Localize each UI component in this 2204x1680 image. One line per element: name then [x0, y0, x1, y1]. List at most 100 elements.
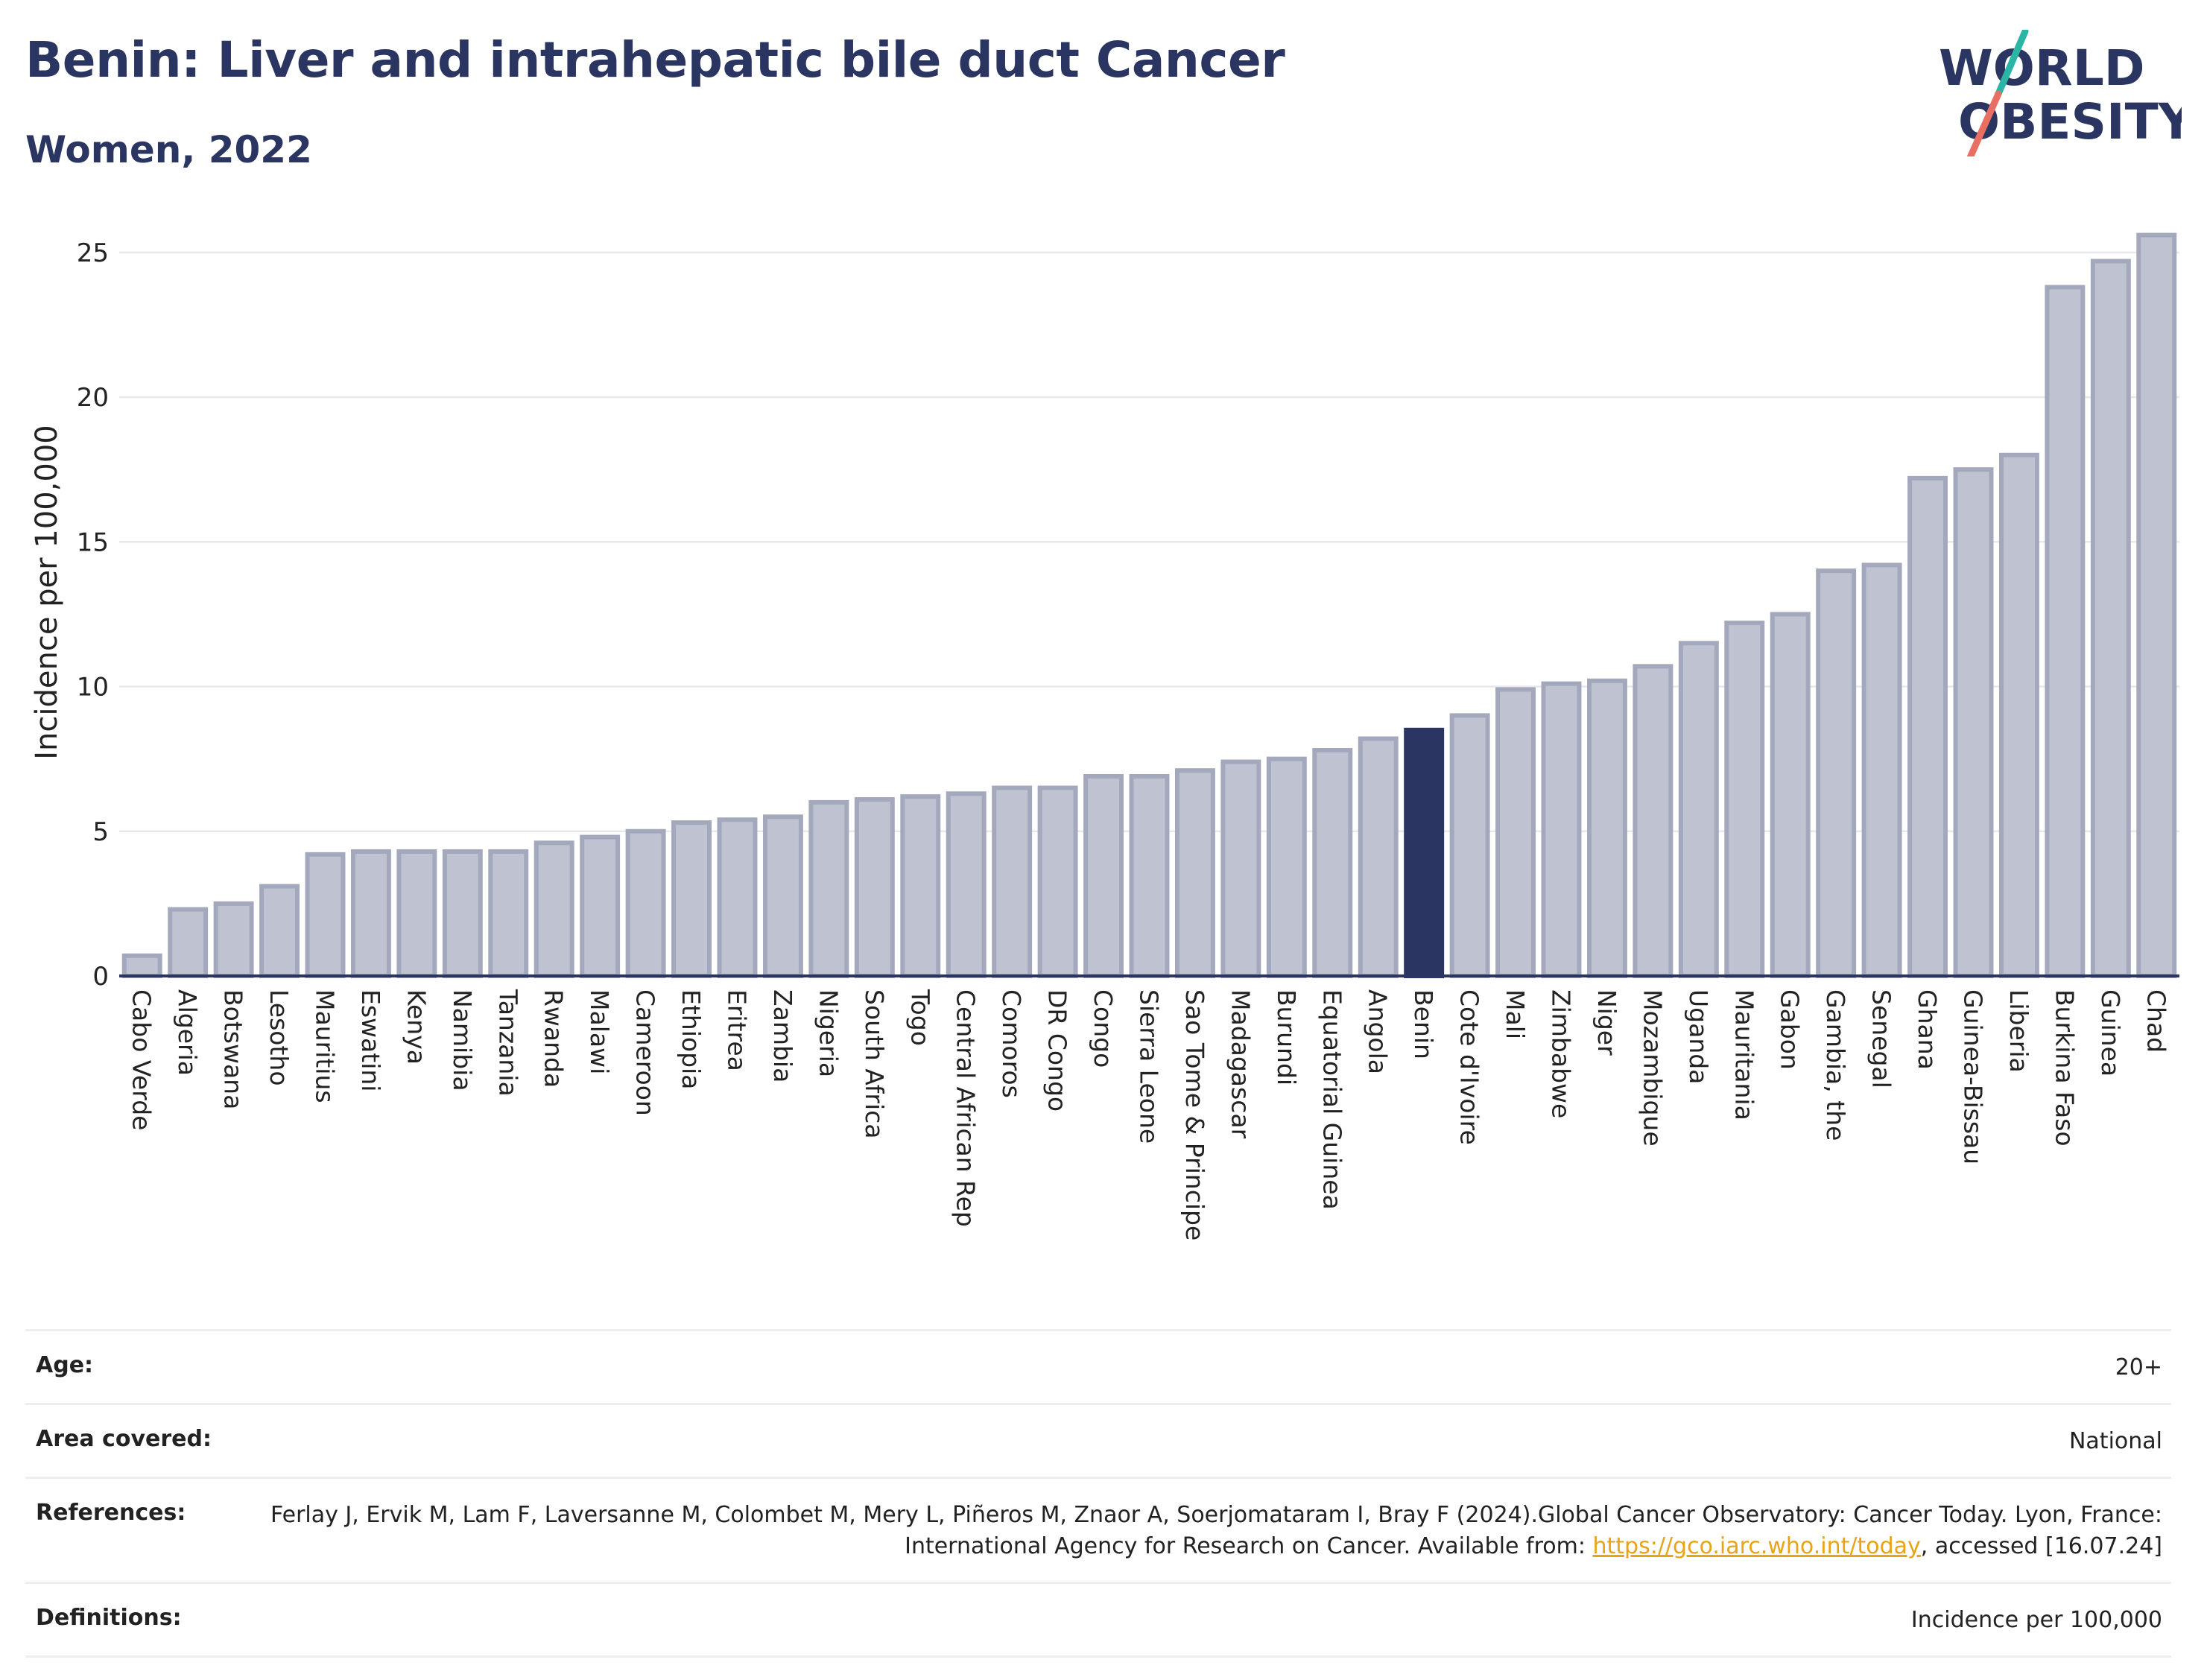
x-tick-label: Botswana	[219, 989, 248, 1109]
bar-zambia	[762, 814, 803, 979]
meta-key: Age:	[36, 1352, 94, 1378]
bar-gambia-the	[1816, 568, 1857, 978]
x-tick-label: Niger	[1592, 989, 1621, 1056]
bar-malawi	[580, 834, 621, 978]
x-tick-label: Equatorial Guinea	[1317, 989, 1346, 1210]
x-tick-label: Congo	[1089, 989, 1118, 1068]
x-tick-label: Senegal	[1867, 989, 1896, 1088]
world-obesity-logo: WORLD OBESITY	[1939, 30, 2182, 156]
chart-subtitle: Women, 2022	[25, 128, 312, 171]
bar-gabon	[1770, 612, 1811, 979]
meta-row-definitions: Definitions: Incidence per 100,000	[25, 1582, 2171, 1658]
x-tick-label: Guinea	[2096, 989, 2125, 1077]
x-tick-label: Madagascar	[1226, 989, 1255, 1139]
x-tick-label: Angola	[1364, 989, 1393, 1074]
x-tick-label: Sierra Leone	[1135, 989, 1164, 1144]
bar-burundi	[1266, 756, 1307, 979]
x-tick-label: Cameroon	[631, 989, 660, 1116]
x-tick-label: Sao Tome & Principe	[1180, 989, 1209, 1240]
meta-row-age: Age: 20+	[25, 1329, 2171, 1403]
x-tick-label: Chad	[2141, 989, 2170, 1053]
meta-key: Definitions:	[36, 1605, 182, 1631]
bar-chad	[2136, 232, 2177, 978]
x-tick-label: Kenya	[402, 989, 431, 1065]
bar-guinea	[2090, 259, 2131, 978]
bar-mauritius	[305, 852, 346, 979]
reference-link[interactable]: https://gco.iarc.who.int/today	[1592, 1533, 1921, 1559]
meta-row-references: References: Ferlay J, Ervik M, Lam F, La…	[25, 1477, 2171, 1582]
bar-comoros	[992, 785, 1033, 978]
bar-angola	[1358, 736, 1399, 978]
bar-dr-congo	[1037, 785, 1078, 978]
bar-burkina-faso	[2045, 285, 2086, 978]
y-tick-label: 15	[77, 527, 109, 557]
x-tick-label: Mauritania	[1729, 989, 1758, 1120]
meta-value: 20+	[2115, 1354, 2162, 1381]
x-tick-label: Benin	[1409, 989, 1438, 1059]
reference-accessed: , accessed [16.07.24]	[1920, 1533, 2162, 1559]
y-tick-label: 20	[77, 383, 109, 413]
bar-namibia	[442, 849, 483, 979]
bar-zimbabwe	[1541, 681, 1582, 979]
meta-value: National	[2068, 1428, 2162, 1454]
bar-senegal	[1861, 562, 1902, 978]
bar-mozambique	[1633, 664, 1673, 978]
bar-mauritania	[1724, 621, 1765, 978]
x-tick-label: Mali	[1501, 989, 1530, 1039]
bar-tanzania	[488, 849, 529, 979]
meta-value: Ferlay J, Ervik M, Lam F, Laversanne M, …	[262, 1500, 2162, 1562]
x-tick-label: Cote d'Ivoire	[1455, 989, 1484, 1145]
svg-text:WORLD: WORLD	[1939, 39, 2145, 97]
bar-rwanda	[533, 840, 574, 979]
x-tick-label: Namibia	[448, 989, 477, 1091]
bar-eritrea	[717, 817, 758, 978]
bar-south-africa	[854, 797, 895, 978]
meta-value: Incidence per 100,000	[1910, 1607, 2162, 1633]
x-tick-label: Ghana	[1913, 989, 1942, 1070]
chart-title: Benin: Liver and intrahepatic bile duct …	[25, 31, 1285, 89]
bar-chart: 0 5 10 15 20 25 Cabo Verde Algeria Botswana Leso…	[30, 232, 2179, 1240]
bar-sierra-leone	[1129, 773, 1170, 978]
bar-ghana	[1907, 475, 1948, 978]
x-tick-label: Algeria	[173, 989, 202, 1076]
x-tick-label: Mozambique	[1638, 989, 1667, 1147]
bar-ethiopia	[671, 820, 712, 978]
y-tick-label: 5	[92, 817, 109, 847]
x-tick-label: Mauritius	[311, 989, 340, 1103]
bar-sao-tome-principe	[1174, 768, 1215, 978]
bar-kenya	[396, 849, 437, 979]
bar-liberia	[1998, 452, 2039, 978]
metadata-table: Age: 20+ Area covered: National Referenc…	[25, 1329, 2171, 1658]
x-tick-label: Zimbabwe	[1547, 989, 1576, 1118]
bar-algeria	[168, 907, 209, 978]
bar-benin	[1404, 727, 1445, 978]
x-tick-label: Tanzania	[493, 989, 522, 1097]
x-tick-label: Gambia, the	[1821, 989, 1850, 1141]
x-tick-label: South Africa	[860, 989, 889, 1139]
x-tick-label: Burkina Faso	[2050, 989, 2079, 1147]
bar-cote-d-ivoire	[1449, 713, 1490, 979]
y-tick-label: 0	[92, 962, 109, 992]
bar-nigeria	[808, 799, 849, 979]
bar-madagascar	[1220, 759, 1261, 978]
x-tick-label: Lesotho	[265, 989, 294, 1086]
x-tick-label: Comoros	[997, 989, 1026, 1098]
meta-key: Area covered:	[36, 1426, 212, 1452]
bar-uganda	[1678, 641, 1719, 978]
y-tick-label: 10	[77, 673, 109, 703]
bar-guinea-bissau	[1953, 467, 1994, 978]
bar-eswatini	[350, 849, 391, 979]
x-tick-label: DR Congo	[1043, 989, 1072, 1112]
bar-cameroon	[625, 828, 666, 979]
y-tick-label: 25	[77, 238, 109, 268]
x-tick-label: Guinea-Bissau	[1959, 989, 1988, 1164]
x-axis-labels: Cabo Verde Algeria Botswana Lesotho Mauritiu…	[127, 989, 2171, 1240]
y-axis-ticks: 0 5 10 15 20 25	[77, 238, 109, 992]
x-tick-label: Togo	[905, 989, 934, 1046]
bar-equatorial-guinea	[1312, 748, 1353, 978]
bars	[121, 232, 2177, 979]
x-tick-label: Cabo Verde	[127, 989, 156, 1130]
x-tick-label: Rwanda	[539, 989, 569, 1088]
bar-central-african-rep	[946, 791, 987, 979]
meta-key: References:	[36, 1500, 186, 1526]
